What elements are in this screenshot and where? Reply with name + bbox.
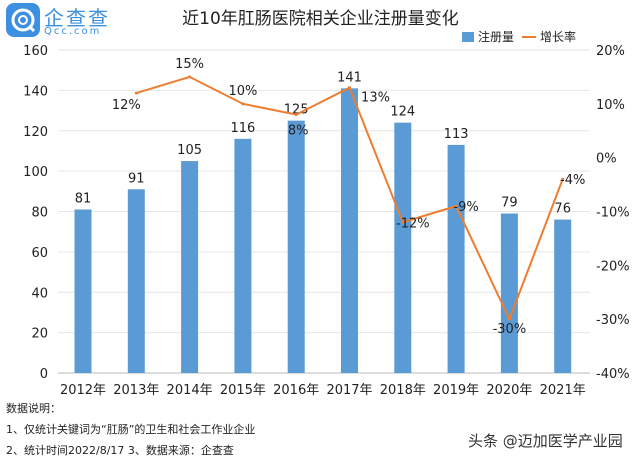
bar-label: 79 [501,196,518,211]
note-1: 1、仅统计关键词为“肛肠”的卫生和社会工作业企业 [6,423,256,436]
y2-tick-label: 10% [596,98,625,113]
y2-tick-label: -40% [596,367,630,382]
line-point [348,86,351,90]
y2-tick-label: -10% [596,206,630,221]
qcc-logo-icon [6,3,40,37]
line-label: 10% [228,84,257,99]
bar-label: 76 [554,202,571,217]
x-tick-label: 2012年 [60,383,106,398]
bar-label: 124 [390,105,415,120]
bar [394,122,412,373]
line-label: 8% [288,124,309,139]
legend-bar-swatch [462,31,474,42]
x-tick-label: 2016年 [273,383,319,398]
bar-label: 113 [444,127,469,142]
line-label: -4% [560,173,585,188]
bar [554,219,572,373]
line-label: 13% [361,91,390,106]
x-tick-label: 2020年 [486,383,532,398]
bar [447,144,465,373]
watermark: 头条 @迈加医学产业园 [468,432,623,450]
x-tick-label: 2019年 [433,383,479,398]
bar [500,213,518,373]
line-label: -30% [493,322,527,337]
line-point [134,91,138,95]
y-tick-label: 100 [23,165,48,180]
y-tick-label: 160 [23,44,48,59]
y-tick-label: 120 [23,125,48,140]
note-2: 2、统计时间2022/8/17 3、数据来源：企查查 [6,444,234,457]
line-label: -12% [396,216,430,231]
line-label: -9% [453,200,478,215]
bar [341,88,358,373]
line-label: 15% [175,57,204,72]
note-heading: 数据说明： [6,402,61,415]
x-tick-label: 2015年 [220,383,266,398]
bar-label: 141 [337,70,362,85]
legend-line-label: 增长率 [540,30,577,44]
y-tick-label: 140 [23,84,48,99]
y2-tick-label: -30% [596,313,630,328]
y2-tick-label: 20% [596,44,625,59]
legend-line-swatch [522,35,537,38]
bar-label: 91 [128,171,145,186]
line-point [507,317,511,321]
legend: 注册量 增长率 [462,28,576,45]
bar-label: 105 [177,143,202,158]
bar [74,209,92,373]
logo-sub: Qcc.com [44,26,102,37]
x-tick-label: 2017年 [326,383,372,398]
logo-name: 企查查 [44,6,110,30]
bar-label: 116 [230,121,255,136]
y-tick-label: 40 [31,286,48,301]
y-tick-label: 80 [31,206,48,221]
x-tick-label: 2018年 [380,383,426,398]
x-tick-label: 2014年 [167,383,213,398]
bar [181,161,199,373]
x-tick-label: 2013年 [113,383,159,398]
line-point [241,102,245,106]
line-point [294,113,298,117]
line-point [454,204,458,208]
line-label: 12% [112,98,141,113]
y-tick-label: 0 [40,367,48,382]
line-point [401,220,405,224]
bar-label: 81 [75,191,92,206]
x-tick-label: 2021年 [540,383,586,398]
y2-tick-label: -20% [596,259,630,274]
legend-bar-label: 注册量 [478,30,515,44]
bar [127,189,145,373]
bar [234,138,252,373]
chart-title: 近10年肛肠医院相关企业注册量变化 [182,9,459,29]
y-tick-label: 20 [31,327,48,342]
line-point [188,75,192,79]
line-point [561,177,565,181]
bar [287,120,305,373]
y-tick-label: 60 [31,246,48,261]
y2-tick-label: 0% [596,152,617,167]
